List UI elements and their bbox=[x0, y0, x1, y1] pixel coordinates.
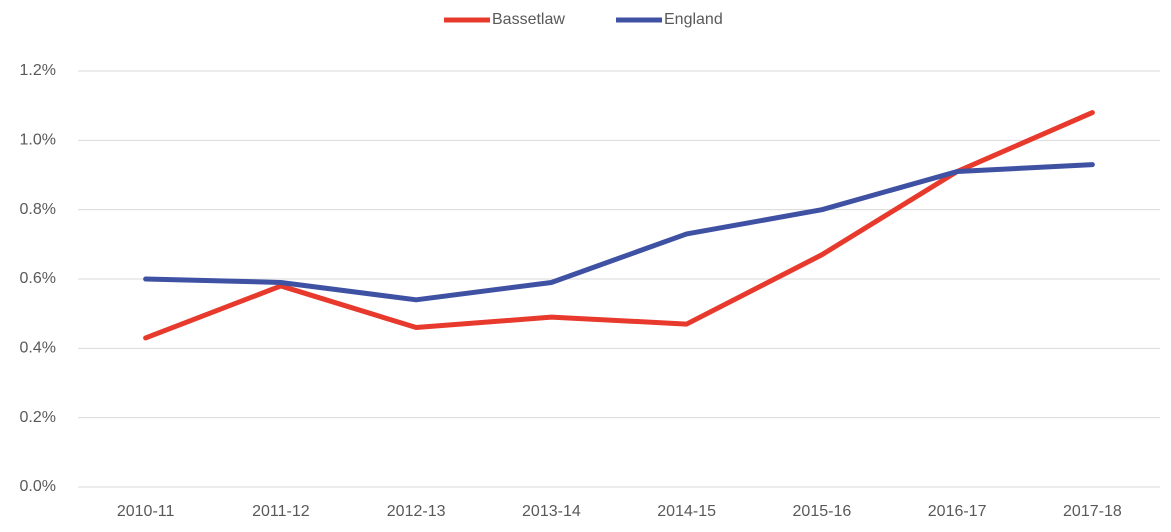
legend-label: England bbox=[664, 11, 723, 28]
series-line bbox=[143, 110, 1095, 341]
legend-label: Bassetlaw bbox=[492, 11, 565, 28]
series-line bbox=[143, 162, 1095, 303]
y-tick-label: 0.0% bbox=[20, 478, 56, 495]
x-tick-label: 2017-18 bbox=[1063, 503, 1122, 520]
y-tick-label: 0.4% bbox=[20, 340, 56, 357]
y-tick-label: 0.2% bbox=[20, 409, 56, 426]
x-tick-label: 2014-15 bbox=[657, 503, 716, 520]
x-tick-label: 2013-14 bbox=[522, 503, 581, 520]
y-tick-label: 0.8% bbox=[20, 201, 56, 218]
x-tick-label: 2016-17 bbox=[928, 503, 987, 520]
x-tick-label: 2012-13 bbox=[387, 503, 446, 520]
y-tick-label: 1.0% bbox=[20, 132, 56, 149]
y-tick-label: 1.2% bbox=[20, 62, 56, 79]
x-tick-label: 2015-16 bbox=[793, 503, 852, 520]
y-tick-label: 0.6% bbox=[20, 270, 56, 287]
x-tick-label: 2010-11 bbox=[117, 503, 175, 520]
x-tick-label: 2011-12 bbox=[252, 503, 310, 520]
